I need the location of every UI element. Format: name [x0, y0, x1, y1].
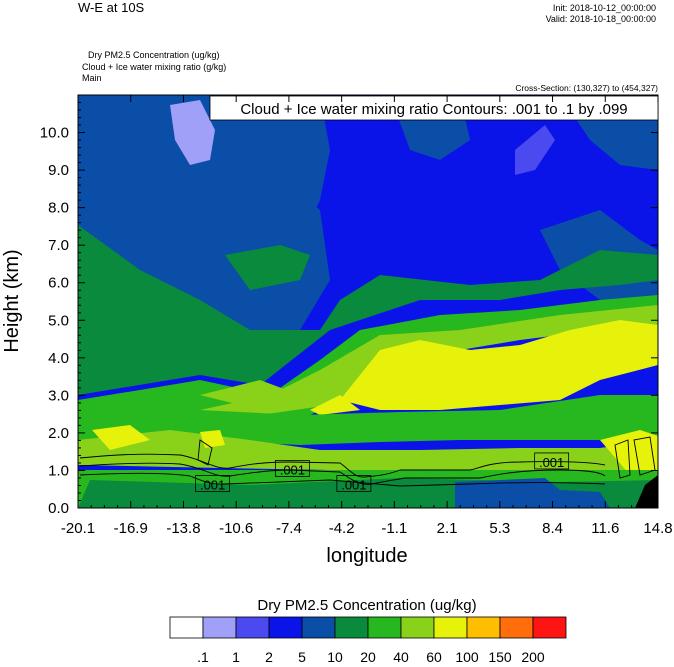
colorbar-label: 40 [393, 649, 409, 665]
colorbar-swatch [301, 616, 336, 639]
x-tick-label: -4.2 [329, 520, 355, 537]
y-tick-label: 7.0 [48, 237, 69, 254]
x-tick-label: -10.6 [219, 520, 253, 537]
contour-label: .001 [200, 477, 225, 492]
variable-title-cloud: Cloud + Ice water mixing ratio (g/kg) [82, 62, 227, 72]
contour-info-text: Cloud + Ice water mixing ratio Contours:… [240, 101, 627, 118]
colorbar-label: 60 [426, 649, 442, 665]
x-tick-label: 8.4 [542, 520, 563, 537]
colorbar-swatch [466, 616, 501, 639]
y-tick-label: 1.0 [48, 462, 69, 479]
colorbar-swatch [202, 616, 237, 639]
colorbar-label: 100 [455, 649, 479, 665]
x-tick-label: -1.1 [381, 520, 407, 537]
x-tick-label: -20.1 [61, 520, 95, 537]
colorbar: .1 1 2 5 10 20 40 60 100 150 200 [169, 616, 567, 665]
contour-label: .001 [341, 477, 366, 492]
colorbar-label: 200 [521, 649, 545, 665]
contour-label: .001 [539, 455, 564, 470]
y-tick-label: 3.0 [48, 387, 69, 404]
contour-labels: .001 .001 .001 .001 [195, 452, 570, 492]
y-axis-label: Height (km) [1, 249, 23, 352]
colorbar-swatch [532, 616, 567, 639]
contour-label-box [336, 475, 372, 492]
y-tick-label: 6.0 [48, 275, 69, 292]
valid-time: Valid: 2018-10-18_00:00:00 [545, 14, 656, 24]
x-tick-label: 2.1 [437, 520, 458, 537]
colorbar-swatch [400, 616, 435, 639]
colorbar-label: .1 [197, 649, 209, 665]
contour-label-box [534, 452, 570, 470]
x-tick-label: -7.4 [276, 520, 302, 537]
colorbar-swatch [499, 616, 534, 639]
y-axis: 0.0 1.0 2.0 3.0 4.0 5.0 6.0 7.0 8.0 9.0 10.0 [40, 102, 658, 517]
contour-label-box [195, 475, 231, 492]
y-tick-label: 0.0 [48, 500, 69, 517]
contour-label-box [274, 460, 310, 477]
variable-title-main: Main [82, 73, 102, 83]
x-tick-label: -13.8 [166, 520, 200, 537]
init-time: Init: 2018-10-12_00:00:00 [552, 3, 656, 13]
colorbar-label: 10 [327, 649, 343, 665]
colorbar-label: 1 [232, 649, 240, 665]
y-tick-label: 10.0 [40, 125, 69, 142]
colorbar-label: 150 [488, 649, 512, 665]
colorbar-swatch [268, 616, 303, 639]
x-axis: -20.1 -16.9 -13.8 -10.6 -7.4 -4.2 -1.1 2.1 5.3 8.… [61, 95, 673, 537]
y-tick-label: 8.0 [48, 200, 69, 217]
x-tick-label: 11.6 [591, 520, 619, 537]
heatmap-field [78, 95, 658, 508]
y-tick-label: 2.0 [48, 425, 69, 442]
x-tick-label: 14.8 [643, 520, 672, 537]
x-tick-label: -16.9 [114, 520, 148, 537]
colorbar-label: 20 [360, 649, 376, 665]
colorbar-label: 5 [298, 649, 306, 665]
colorbar-swatch [367, 616, 402, 639]
y-tick-label: 4.0 [48, 350, 69, 367]
colorbar-swatch [235, 616, 270, 639]
y-tick-label: 9.0 [48, 162, 69, 179]
colorbar-swatch [433, 616, 468, 639]
contour-label: .001 [280, 462, 305, 477]
colorbar-title: Dry PM2.5 Concentration (ug/kg) [257, 597, 476, 614]
colorbar-swatch [334, 616, 369, 639]
main-title: W-E at 10S [78, 0, 145, 15]
variable-title-pm25: Dry PM2.5 Concentration (ug/kg) [88, 50, 220, 60]
colorbar-label: 2 [265, 649, 273, 665]
y-tick-label: 5.0 [48, 312, 69, 329]
contour-info-box: Cloud + Ice water mixing ratio Contours:… [209, 95, 659, 121]
colorbar-swatch [169, 616, 204, 639]
x-tick-label: 5.3 [489, 520, 510, 537]
cross-section-label: Cross-Section: (130,327) to (454,327) [515, 83, 658, 93]
x-axis-label: longitude [326, 545, 407, 567]
